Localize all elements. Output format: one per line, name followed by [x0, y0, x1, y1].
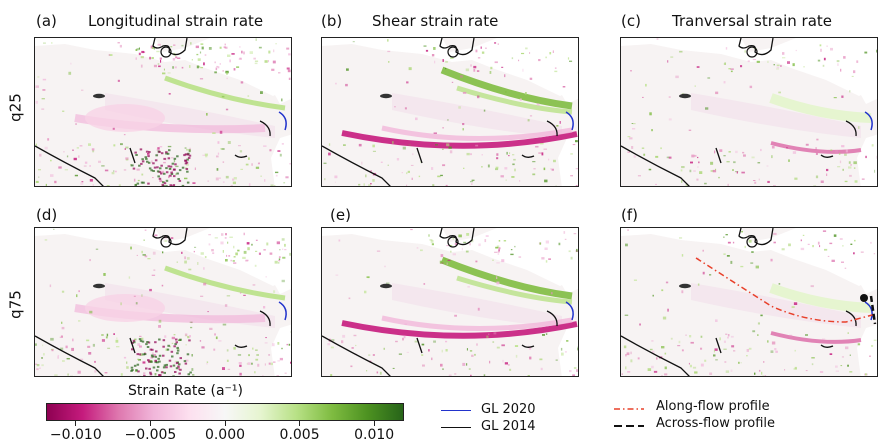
panel-label-a: (a)	[36, 12, 57, 30]
colorbar-tick	[75, 421, 77, 426]
across-flow-profile	[869, 295, 877, 325]
legend-line-gl2020	[441, 410, 471, 411]
row-label-q25: q25	[6, 93, 25, 122]
colorbar-tick-label: −0.010	[49, 427, 102, 443]
map-image	[621, 38, 877, 186]
map-image	[322, 228, 578, 376]
colorbar-title: Strain Rate (a⁻¹)	[128, 383, 243, 399]
legend-label-gl2014: GL 2014	[481, 419, 536, 434]
panel-title-a: Longitudinal strain rate	[88, 12, 264, 30]
legend-line-along-flow	[614, 408, 644, 410]
along-flow-profile	[695, 257, 877, 323]
colorbar-tick	[299, 421, 301, 426]
legend-line-across-flow	[614, 425, 644, 427]
map-image	[322, 38, 578, 186]
map-image	[35, 38, 291, 186]
legend-line-gl2014	[441, 427, 471, 428]
panel-label-e: (e)	[330, 206, 351, 224]
map-image	[621, 228, 877, 376]
panel-label-c: (c)	[621, 12, 641, 30]
panel-label-b: (b)	[321, 12, 343, 30]
panel-title-b: Shear strain rate	[372, 12, 499, 30]
panel-label-d: (d)	[36, 206, 58, 224]
colorbar-tick-label: 0.005	[279, 427, 320, 443]
map-panel-f	[620, 227, 878, 377]
colorbar-tick	[373, 421, 375, 426]
map-panel-c	[620, 37, 878, 187]
panel-label-f: (f)	[621, 206, 638, 224]
map-panel-d	[34, 227, 292, 377]
legend-label-along-flow: Along-flow profile	[656, 399, 770, 414]
colorbar-tick	[224, 421, 226, 426]
map-panel-e	[321, 227, 579, 377]
map-panel-a	[34, 37, 292, 187]
colorbar	[46, 403, 404, 421]
row-label-q75: q75	[6, 290, 25, 319]
colorbar-tick-label: 0.000	[204, 427, 246, 443]
map-panel-b	[321, 37, 579, 187]
colorbar-tick	[149, 421, 151, 426]
legend-label-across-flow: Across-flow profile	[656, 416, 776, 431]
legend-label-gl2020: GL 2020	[481, 402, 536, 417]
map-image	[35, 228, 291, 376]
colorbar-tick-label: 0.010	[354, 427, 395, 443]
colorbar-tick-label: −0.005	[124, 427, 177, 443]
panel-title-c: Tranversal strain rate	[672, 12, 833, 30]
